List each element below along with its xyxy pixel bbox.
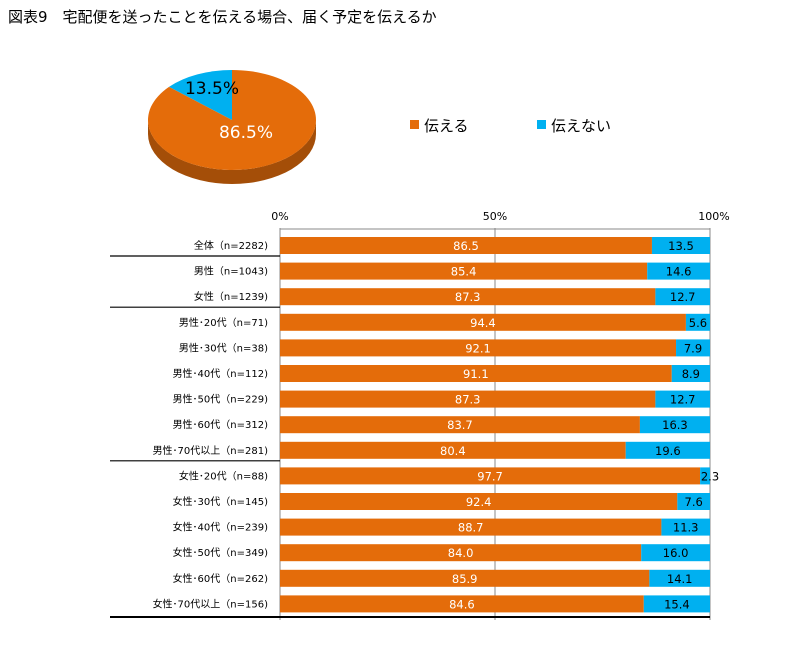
data-label: 85.9 (452, 572, 478, 586)
x-tick-label: 50% (483, 210, 507, 223)
pie-slice-1 (168, 70, 232, 120)
pie-side (148, 120, 316, 184)
category-label: 男性･70代以上（n=281) (153, 444, 269, 457)
bar-segment-tsutaeru (280, 595, 644, 613)
data-label: 14.1 (667, 572, 693, 586)
category-label: 女性（n=1239) (194, 290, 268, 303)
bar-segment-tsutaenai (643, 595, 710, 613)
category-label: 女性･50代（n=349) (173, 546, 269, 559)
data-label: 85.4 (451, 265, 477, 279)
data-label: 19.6 (655, 444, 681, 458)
category-label: 男性･60代（n=312) (173, 418, 269, 431)
data-label: 83.7 (447, 418, 473, 432)
data-label: 97.7 (477, 469, 503, 483)
bar-segment-tsutaeru (280, 493, 678, 510)
bar-segment-tsutaenai (685, 313, 710, 331)
bar-segment-tsutaenai (661, 518, 710, 536)
bar-segment-tsutaeru (280, 441, 626, 459)
bar-segment-tsutaenai (655, 288, 710, 306)
legend-label-1: 伝えない (551, 117, 611, 135)
category-label: 女性･60代（n=262) (173, 572, 269, 585)
data-label: 7.6 (685, 495, 703, 509)
bar-segment-tsutaeru (280, 518, 662, 536)
bar-segment-tsutaenai (649, 569, 710, 587)
bar-segment-tsutaenai (651, 237, 710, 254)
category-label: 女性･40代（n=239) (173, 521, 269, 534)
legend-swatch-1 (537, 120, 546, 129)
bar-segment-tsutaeru (280, 569, 650, 587)
category-label: 男性･40代（n=112) (173, 367, 269, 380)
data-label: 2.3 (701, 469, 719, 483)
x-tick-label: 0% (271, 210, 288, 223)
bar-segment-tsutaenai (700, 467, 710, 485)
bar-segment-tsutaenai (641, 544, 710, 562)
data-label: 87.3 (455, 393, 481, 407)
legend-swatch-0 (410, 120, 419, 129)
bar-segment-tsutaenai (625, 441, 710, 459)
bar-segment-tsutaenai (639, 416, 710, 434)
bar-segment-tsutaeru (280, 262, 648, 280)
data-label: 8.9 (682, 367, 700, 381)
category-label: 全体（n=2282) (194, 239, 268, 252)
data-label: 91.1 (463, 367, 489, 381)
bar-segment-tsutaenai (676, 339, 710, 357)
data-label: 7.9 (684, 341, 702, 355)
bar-segment-tsutaeru (280, 390, 656, 408)
category-label: 女性･20代（n=88) (179, 469, 268, 482)
data-label: 5.6 (689, 316, 707, 330)
category-label: 女性･30代（n=145) (173, 495, 269, 508)
figure-title: 図表9 宅配便を送ったことを伝える場合、届く予定を伝えるか (8, 8, 437, 26)
data-label: 11.3 (673, 521, 699, 535)
bar-segment-tsutaeru (280, 237, 652, 254)
data-label: 88.7 (458, 521, 484, 535)
pie-label-tsutaeru: 86.5% (219, 123, 273, 143)
category-label: 男性･50代（n=229) (173, 393, 269, 406)
data-label: 12.7 (670, 393, 696, 407)
bar-segment-tsutaeru (280, 288, 656, 306)
category-label: 男性･30代（n=38) (179, 341, 268, 354)
bar-segment-tsutaeru (280, 365, 672, 382)
bar-segment-tsutaenai (655, 390, 710, 408)
data-label: 92.1 (465, 341, 491, 355)
x-tick-label: 100% (698, 210, 729, 223)
category-label: 男性（n=1043) (194, 265, 268, 278)
bar-segment-tsutaeru (280, 313, 686, 331)
bar-segment-tsutaenai (677, 493, 710, 510)
bar-segment-tsutaeru (280, 416, 640, 434)
data-label: 16.3 (662, 418, 688, 432)
data-label: 12.7 (670, 290, 696, 304)
bar-segment-tsutaeru (280, 544, 642, 562)
bar-segment-tsutaeru (280, 467, 701, 485)
data-label: 15.4 (664, 597, 690, 611)
data-label: 13.5 (668, 239, 694, 253)
data-label: 92.4 (466, 495, 492, 509)
category-label: 女性･70代以上（n=156) (153, 597, 269, 610)
pie-label-tsutaenai: 13.5% (185, 79, 239, 99)
data-label: 84.0 (448, 546, 474, 560)
pie-slice-0 (148, 70, 317, 170)
data-label: 80.4 (440, 444, 466, 458)
bar-segment-tsutaenai (647, 262, 710, 280)
category-label: 男性･20代（n=71) (179, 316, 268, 329)
bar-segment-tsutaenai (671, 365, 710, 382)
data-label: 84.6 (449, 597, 475, 611)
data-label: 87.3 (455, 290, 481, 304)
data-label: 94.4 (470, 316, 496, 330)
bar-segment-tsutaeru (280, 339, 677, 357)
data-label: 16.0 (663, 546, 689, 560)
data-label: 14.6 (666, 265, 692, 279)
data-label: 86.5 (453, 239, 479, 253)
legend-label-0: 伝える (424, 117, 469, 135)
